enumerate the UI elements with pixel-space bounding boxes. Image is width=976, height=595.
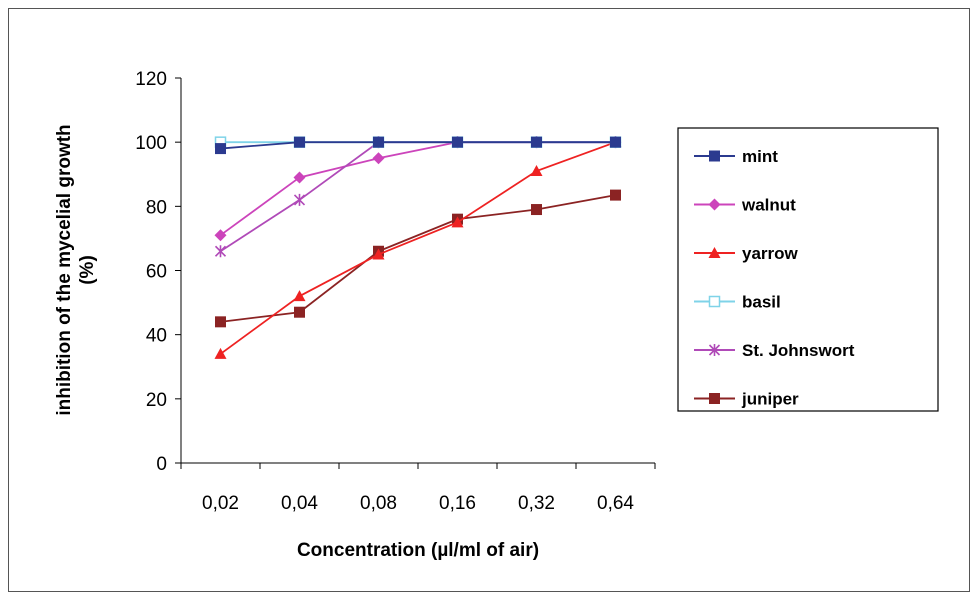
data-point [214,347,227,359]
x-tick-label: 0,16 [439,493,476,514]
legend-item: mint [694,147,778,166]
legend-label: juniper [741,390,799,409]
series-line [219,141,616,355]
x-tick-label: 0,04 [281,493,318,514]
legend-label: St. Johnswort [742,341,855,360]
legend: mint walnut yarrow basil St. Johnswort junipe… [677,127,939,412]
legend-label: basil [742,293,781,312]
y-tick-label: 120 [135,69,167,90]
data-point [293,193,306,206]
data-point [530,165,543,177]
x-tick-label: 0,64 [597,493,634,514]
y-tick-label: 60 [146,262,167,283]
y-axis-title-line-1: inhibition of the mycelial growth [54,124,75,415]
legend-item: walnut [694,196,796,215]
x-axis-title: Concentration (µl/ml of air) [297,540,539,561]
data-point [215,143,226,155]
data-point [215,316,226,328]
legend-label: walnut [741,196,796,215]
series-line [219,141,616,236]
legend-swatch-marker [708,198,721,211]
data-point [294,136,305,148]
legend-swatch-marker [708,295,721,308]
legend-item: St. Johnswort [694,341,855,360]
legend-label: yarrow [742,244,799,263]
series-yarrow [214,136,622,359]
legend-item: basil [694,293,781,312]
data-point [214,229,227,242]
data-point [293,290,306,302]
y-axis-title-line-2: (%) [77,255,98,285]
series-walnut [214,136,622,242]
data-point [610,189,621,201]
legend-swatch-marker [709,150,720,162]
series-line [220,194,616,323]
y-ticks: 0 20 40 60 80 100 120 [135,69,181,475]
series-juniper [215,189,621,328]
data-point [452,136,463,148]
data-point [372,152,385,165]
legend-box [677,127,939,412]
axes [180,78,655,464]
series-layer [214,136,622,359]
data-point [373,136,384,148]
data-point [294,306,305,318]
data-point [531,204,542,216]
y-tick-label: 40 [146,326,167,347]
legend-swatch-marker [708,344,721,356]
legend-item: juniper [694,390,799,409]
data-point [610,136,621,148]
legend-swatch-marker [708,247,721,258]
y-tick-label: 100 [135,133,167,154]
series-mint [215,136,621,155]
data-point [451,216,464,228]
x-ticks: 0,02 0,04 0,08 0,16 0,32 0,64 [180,463,656,514]
y-tick-label: 80 [146,197,167,218]
data-point [293,171,306,184]
x-tick-label: 0,32 [518,493,555,514]
x-tick-label: 0,08 [360,493,397,514]
x-tick-label: 0,02 [202,493,239,514]
legend-item: yarrow [694,244,799,263]
y-axis-title: inhibition of the mycelial growth (%) [54,124,98,415]
series-line [220,141,616,150]
data-point [372,248,385,260]
y-tick-label: 20 [146,390,167,411]
data-point [531,136,542,148]
y-tick-label: 0 [156,454,167,475]
data-point [214,245,227,258]
legend-label: mint [742,147,778,166]
legend-swatch-marker [709,393,720,404]
